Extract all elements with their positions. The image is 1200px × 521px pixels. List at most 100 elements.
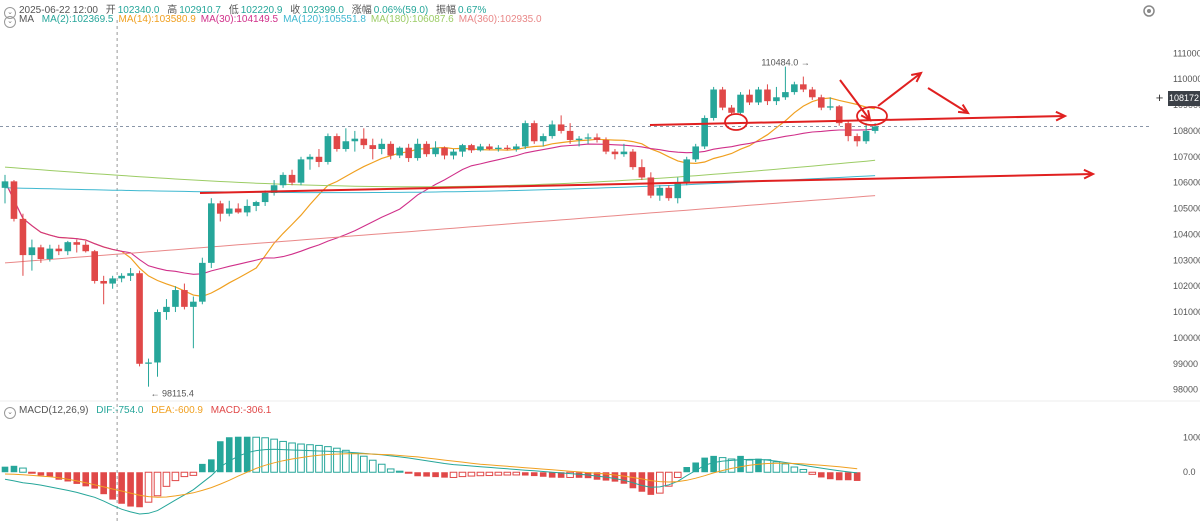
down-projection-arrow-head (957, 104, 970, 115)
bullish-candle (539, 133, 547, 147)
macd-histogram-bar (199, 463, 206, 473)
open-value: 102340.0 (117, 5, 160, 16)
bearish-candle (719, 86, 726, 111)
bar-datetime: 2025-06-22 12:00 (19, 5, 98, 16)
ma180-line (4, 159, 876, 188)
bearish-candle (665, 185, 673, 201)
bearish-candle (100, 275, 107, 305)
candle-body (620, 151, 628, 155)
candle-body (64, 242, 72, 252)
bullish-candle (252, 200, 260, 212)
bullish-candle (674, 177, 682, 204)
candle-body (539, 136, 547, 142)
bearish-candle (360, 128, 368, 150)
macd-histogram-bar (647, 472, 655, 495)
bullish-candle (737, 92, 744, 116)
macd-histogram-bar (656, 471, 664, 494)
bullish-candle (683, 156, 691, 186)
candle-body (261, 193, 269, 203)
bearish-candle (216, 200, 224, 222)
candle-body (701, 117, 708, 147)
macd-label: MACD(12,26,9) (19, 405, 89, 416)
candle-body (55, 248, 63, 252)
macd-histogram-bar (82, 472, 90, 487)
candle-body (405, 147, 412, 159)
candle-body (521, 123, 529, 147)
ma-collapse-chevron-icon[interactable]: ⌄ (4, 16, 16, 28)
add-crosshair-plus-button[interactable]: + (1155, 90, 1164, 105)
support-line-lower-arrow (199, 173, 1094, 194)
price-axis-tick-label: 104000 (1173, 229, 1200, 239)
candle-body (315, 156, 323, 162)
bullish-candle (351, 130, 359, 152)
bearish-candle (853, 133, 861, 147)
bearish-candle (333, 133, 341, 152)
bullish-candle (521, 120, 529, 150)
macd-histogram-bar (404, 471, 413, 474)
macd-histogram-bar (664, 471, 673, 487)
bullish-candle (46, 244, 54, 262)
bullish-candle (28, 239, 36, 271)
macd-histogram-bar (817, 472, 825, 478)
macd-histogram-bar (575, 472, 583, 478)
macd-histogram-bar (718, 457, 727, 473)
bullish-candle (432, 141, 439, 157)
bearish-candle (647, 172, 655, 199)
macd-histogram-bar (315, 444, 323, 473)
macd-histogram-bar (602, 472, 610, 481)
bullish-candle (127, 268, 134, 281)
bullish-candle (118, 273, 125, 283)
macd-collapse-chevron-icon[interactable]: ⌄ (4, 407, 16, 419)
candle-body (710, 89, 717, 118)
bullish-candle (145, 358, 152, 387)
drawing-annotations (199, 71, 1096, 194)
macd-histogram-bar (683, 467, 691, 473)
bullish-candle (279, 172, 287, 188)
macd-histogram-bar (136, 472, 143, 508)
bullish-candle (163, 299, 170, 320)
support-line-lower-arrow-head (1083, 168, 1096, 180)
macd-histogram-bar (109, 472, 116, 500)
bearish-candle (288, 169, 296, 186)
bullish-candle (414, 138, 421, 161)
ma-legend-item: MA(2):102369.5 (41, 14, 114, 25)
macd-legend: ⌄ MACD(12,26,9) DIF:-754.0 DEA:-600.9 MAC… (4, 405, 276, 419)
price-axis-tick-label: 98000 (1173, 385, 1198, 395)
macd-histogram-bar (189, 471, 198, 476)
bearish-candle (611, 149, 619, 160)
up-projection-arrow-head (911, 71, 923, 83)
macd-histogram-bar (46, 472, 54, 477)
macd-histogram-bar (423, 472, 430, 477)
candle-body (809, 89, 816, 98)
amplitude-label: 振幅 (436, 5, 457, 16)
macd-dif-value: DIF:-754.0 (96, 405, 144, 416)
macd-histogram-bar (270, 438, 278, 473)
candle-body (584, 137, 592, 139)
macd-histogram-bar (37, 472, 45, 476)
bullish-candle (199, 257, 206, 305)
bullish-candle (172, 286, 179, 313)
candle-body (279, 174, 287, 186)
price-axis-tick-label: 110000 (1173, 74, 1200, 84)
macd-histogram-bar (28, 471, 36, 474)
settings-gear-icon[interactable] (1141, 3, 1157, 19)
bullish-candle (306, 154, 314, 170)
bullish-candle (261, 190, 269, 206)
ma14-line (4, 97, 876, 298)
bearish-candle (82, 240, 90, 253)
price-axis-tick-label: 108000 (1173, 126, 1200, 136)
bearish-candle (764, 84, 771, 106)
macd-histogram-bar (449, 471, 458, 478)
candle-body (782, 92, 789, 98)
bearish-candle (629, 149, 637, 170)
bullish-candle (575, 136, 583, 147)
candle-body (172, 290, 179, 307)
price-axis-tick-label: 111000 (1173, 48, 1200, 58)
candle-body (378, 143, 386, 150)
macd-histogram-bar (521, 472, 529, 476)
candle-body (145, 362, 152, 364)
candle-body (674, 182, 682, 199)
macd-histogram-bar (19, 467, 27, 473)
